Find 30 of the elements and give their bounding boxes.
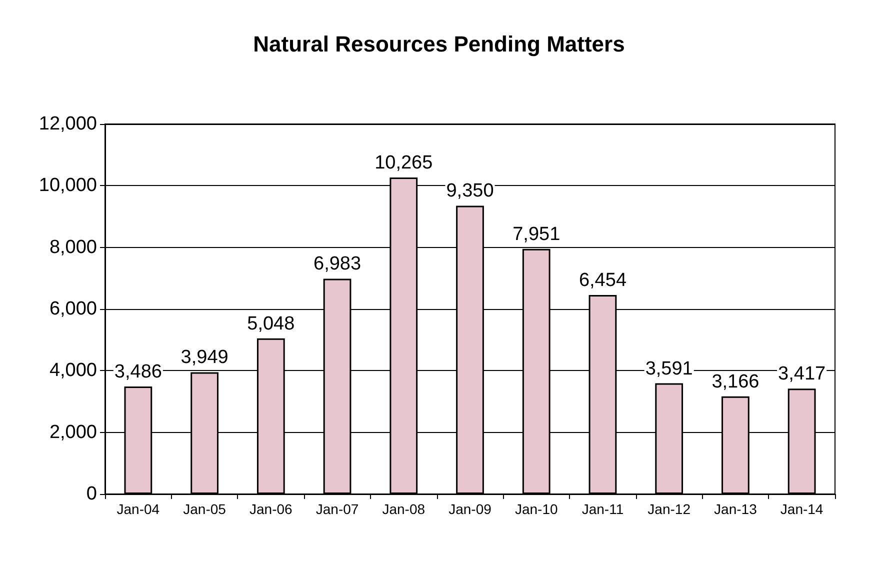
x-tick-label: Jan-04 (116, 501, 160, 517)
x-tick-label: Jan-07 (316, 501, 359, 517)
y-tick-label: 12,000 (38, 114, 97, 134)
data-label: 7,951 (512, 224, 560, 245)
x-tick-label: Jan-05 (183, 501, 226, 517)
x-tick-label: Jan-09 (448, 501, 492, 517)
x-tick-label: Jan-13 (714, 501, 758, 517)
data-label: 6,983 (314, 254, 362, 275)
data-label: 9,350 (446, 180, 494, 202)
data-label: 3,591 (645, 358, 693, 380)
y-tick-label: 8,000 (49, 236, 97, 258)
y-tick-label: 6,000 (49, 298, 97, 320)
x-tick-label: Jan-08 (382, 501, 426, 517)
x-tick-label: Jan-14 (780, 501, 824, 517)
data-label: 3,486 (114, 362, 162, 383)
data-label: 3,166 (712, 371, 760, 392)
x-tick-label: Jan-11 (582, 501, 624, 517)
y-tick-label: 4,000 (49, 360, 97, 382)
data-label: 5,048 (247, 313, 295, 334)
x-tick-label: Jan-12 (648, 501, 691, 517)
y-tick-label: 0 (86, 484, 97, 504)
data-label: 6,454 (578, 270, 627, 291)
x-tick-label: Jan-10 (514, 501, 558, 517)
data-label: 3,417 (778, 364, 826, 385)
data-label: 3,949 (180, 347, 228, 368)
y-tick-label: 2,000 (49, 422, 97, 443)
chart-title: Natural Resources Pending Matters (253, 32, 625, 56)
data-label: 10,265 (374, 152, 433, 174)
x-tick-label: Jan-06 (250, 501, 293, 517)
y-tick-label: 10,000 (38, 175, 97, 196)
